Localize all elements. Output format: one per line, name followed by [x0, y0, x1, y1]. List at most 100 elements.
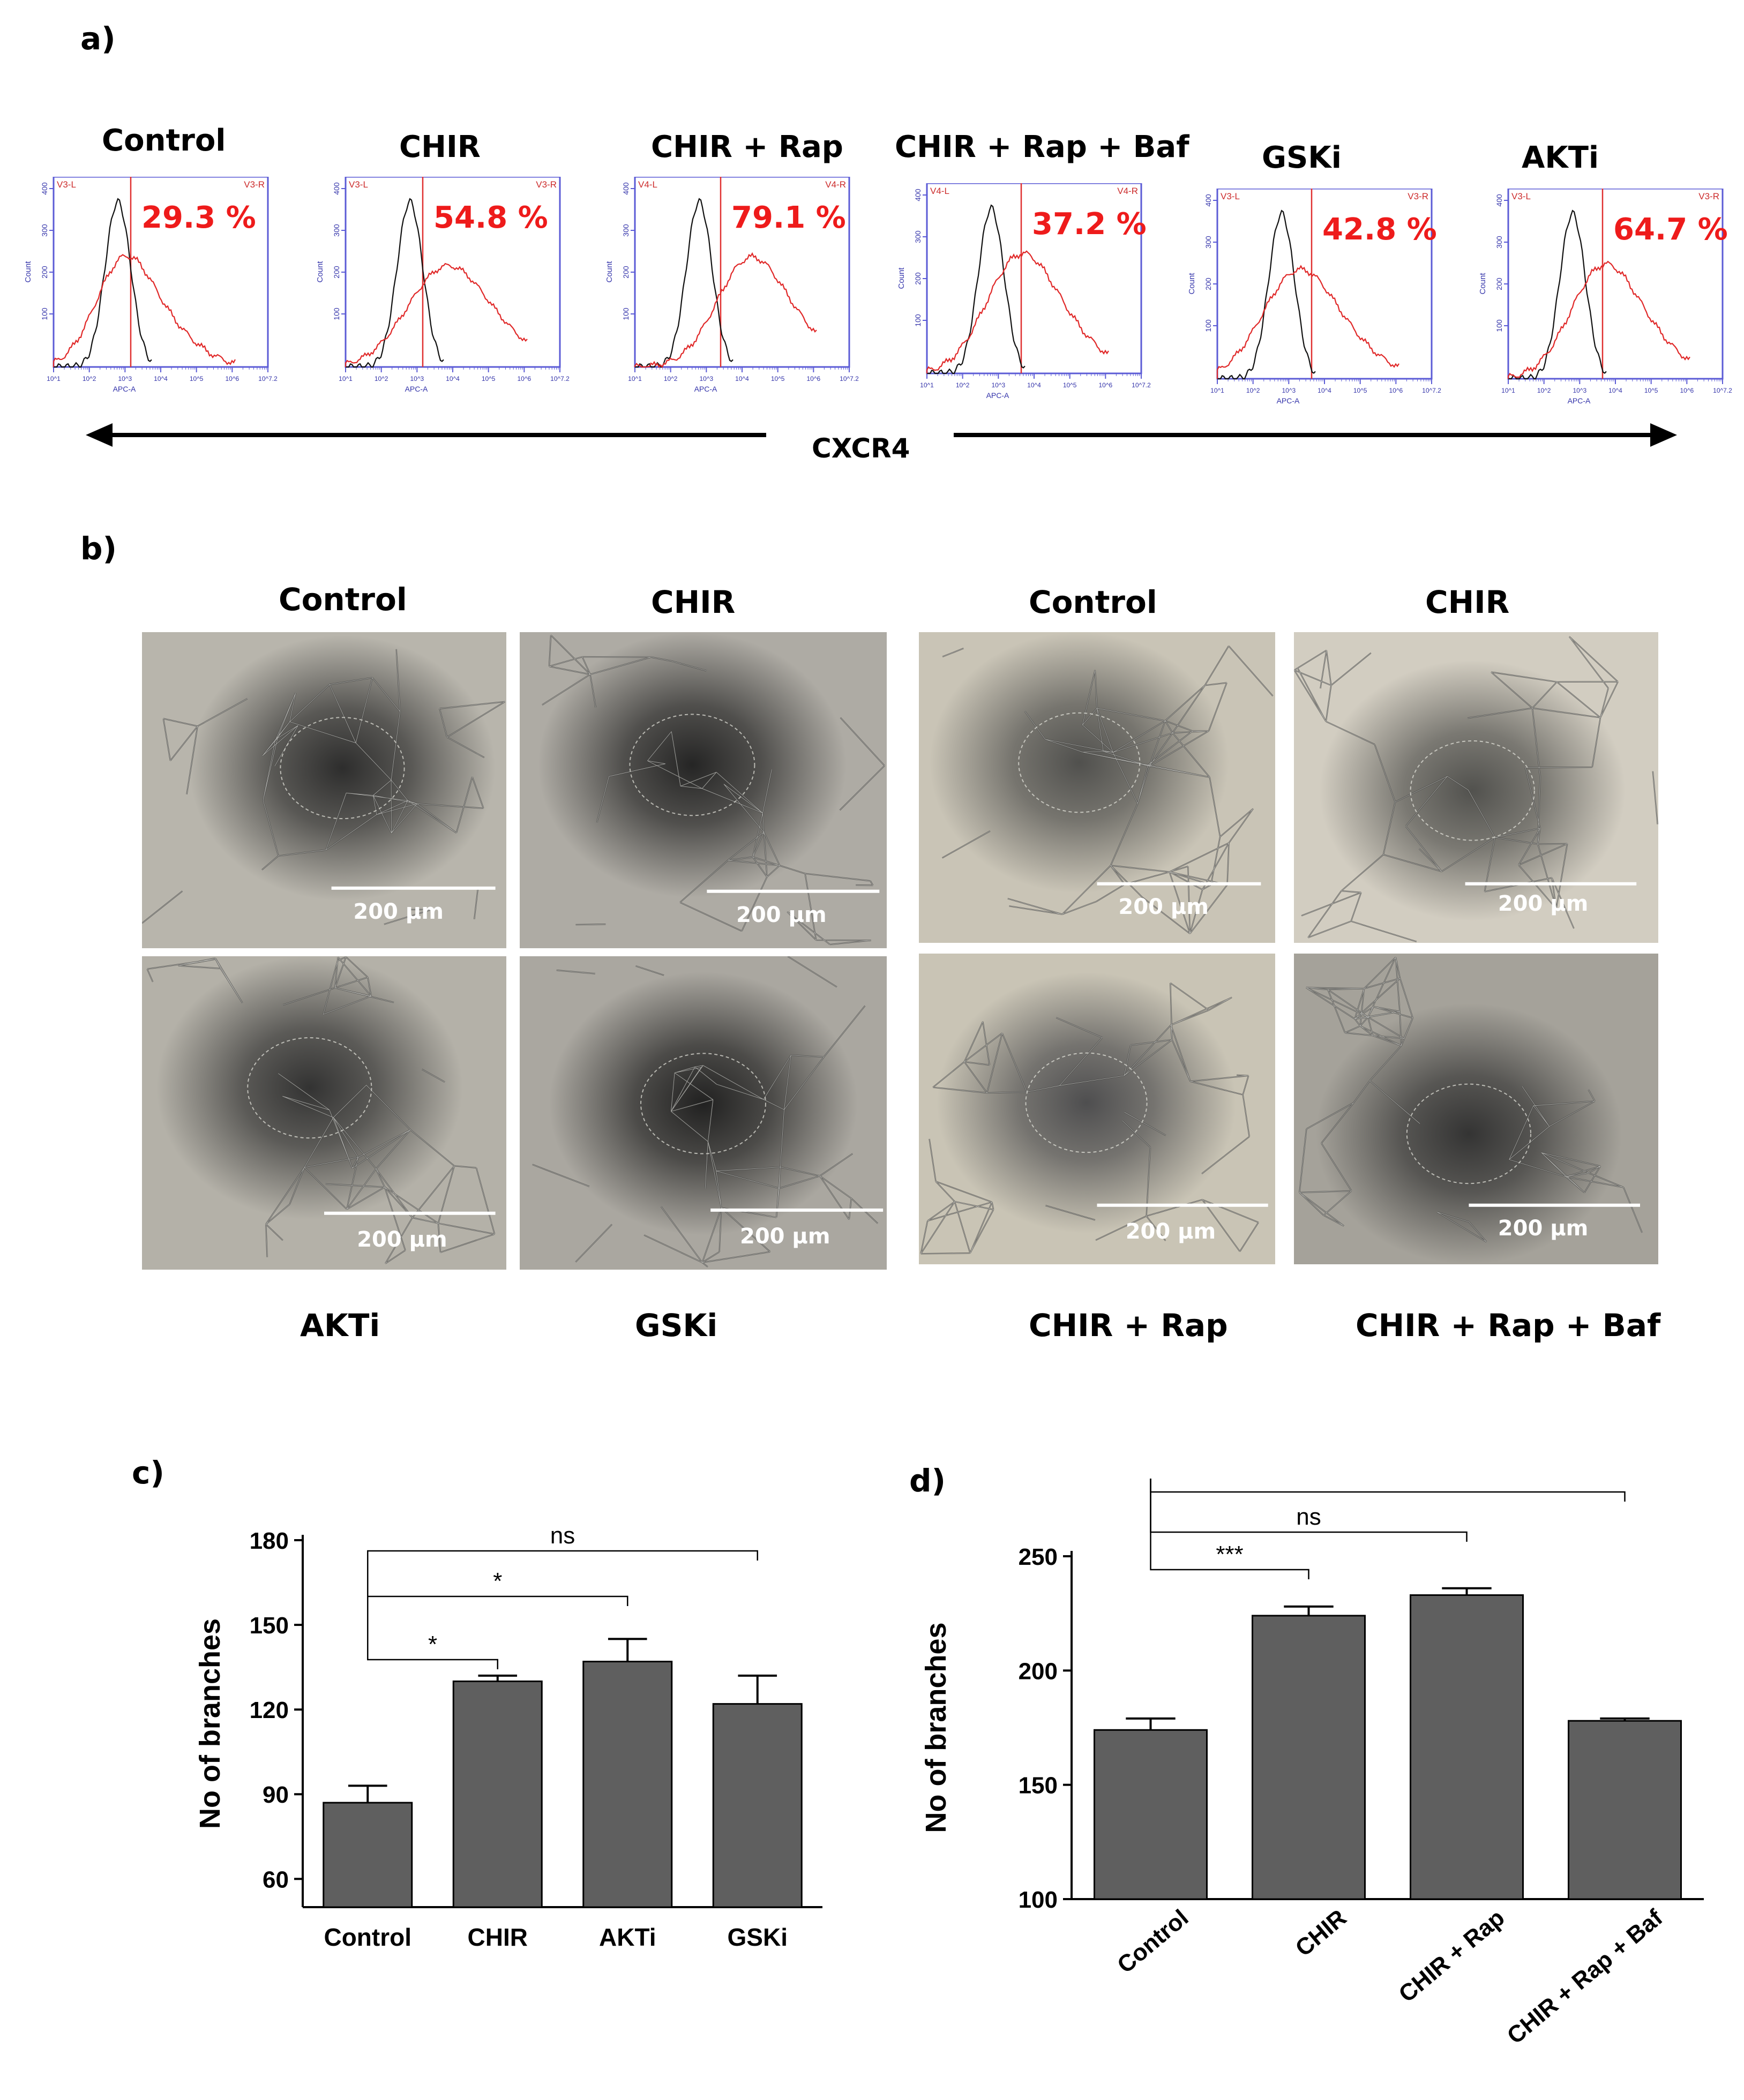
x-tick-label: 10^1 [920, 381, 934, 389]
x-tick-label: 10^6 [1389, 387, 1403, 394]
x-axis-label: APC-A [405, 385, 428, 393]
x-tick-label: 10^2 [83, 375, 96, 382]
micrograph-title: Control [279, 581, 407, 618]
gate-percent: 79.1 % [731, 200, 846, 235]
y-tick-label: 400 [914, 189, 922, 201]
spheroid-ring [629, 714, 755, 816]
histogram-plot: 400 300 200 100 Count 10^1 10^2 10^3 10^4 10^5 10^… [897, 183, 1151, 400]
spheroid-shadow [919, 954, 1275, 1264]
y-tick-label: 200 [1495, 278, 1503, 290]
y-tick-label: 100 [332, 308, 341, 320]
histogram-title: CHIR + Rap + Baf [895, 130, 1189, 164]
y-tick-label: 150 [250, 1612, 289, 1639]
cxcr4-histogram [1216, 265, 1399, 379]
x-tick-label: 10^2 [1537, 387, 1551, 394]
x-tick-label: 10^2 [956, 381, 970, 389]
histogram-plot: 400 300 200 100 Count 10^1 10^2 10^3 10^4 10^5 10^… [605, 177, 859, 393]
gate-right-label: V4-R [825, 179, 846, 190]
spheroid-shadow [1294, 632, 1658, 943]
y-tick-label: 100 [914, 314, 922, 327]
y-axis-label: Count [316, 261, 325, 283]
x-tick-label: 10^1 [1501, 387, 1515, 394]
histogram-title: Control [102, 123, 226, 158]
x-tick-label: 10^5 [1063, 381, 1077, 389]
x-tick-label: 10^4 [735, 375, 749, 382]
gate-left-label: V4-L [638, 179, 657, 190]
scale-bar-label: 200 μm [1498, 1216, 1589, 1241]
spheroid-shadow [520, 632, 887, 948]
y-tick-label: 200 [914, 272, 922, 285]
x-tick-label: 10^5 [771, 375, 785, 382]
spheroid-ring [1410, 740, 1535, 841]
y-axis-label: No of branches [194, 1618, 226, 1829]
y-tick-label: 100 [1495, 319, 1503, 332]
micrograph-image: 200 μm [919, 954, 1275, 1264]
y-tick-label: 180 [250, 1528, 289, 1554]
significance-bracket [1150, 1479, 1468, 1542]
micrograph-title: GSKi [635, 1307, 718, 1344]
cxcr4-axis-label: CXCR4 [812, 433, 910, 464]
x-tick-label: CHIR [1291, 1904, 1352, 1962]
panel-b-label: b) [80, 530, 117, 567]
micrograph-title: CHIR [1425, 584, 1510, 620]
x-axis-label: APC-A [113, 385, 136, 393]
gate-percent: 54.8 % [433, 200, 548, 235]
scale-bar-label: 200 μm [736, 902, 827, 927]
x-tick-label: 10^2 [375, 375, 388, 382]
y-axis-label: Count [605, 261, 614, 283]
micrograph-image: 200 μm [142, 632, 506, 948]
bar [323, 1802, 413, 1908]
x-tick-label: 10^7.2 [258, 375, 278, 382]
significance-label: *** [1216, 1541, 1243, 1568]
x-tick-label: AKTi [599, 1923, 656, 1951]
histogram-title: CHIR + Rap [651, 130, 843, 164]
y-tick-label: 400 [1495, 194, 1503, 207]
bar [1568, 1720, 1682, 1900]
scale-bar-label: 200 μm [1118, 895, 1209, 919]
x-tick-label: 10^1 [1210, 387, 1224, 394]
x-tick-label: 10^3 [1573, 387, 1587, 394]
bar-chart-d: 100 150 200 250 No of branches Control CHIR CHI… [920, 1479, 1704, 2049]
x-tick-label: 10^3 [410, 375, 424, 382]
x-tick-label: 10^4 [1318, 387, 1331, 394]
micrograph-image: 200 μm [520, 956, 887, 1270]
bar [1094, 1729, 1208, 1900]
y-tick-label: 100 [40, 308, 49, 320]
gate-percent: 64.7 % [1613, 212, 1728, 247]
significance-label: *** [1374, 1479, 1401, 1490]
cxcr4-histogram [926, 250, 1109, 373]
isotype-histogram [1508, 209, 1607, 380]
x-tick-label: 10^3 [1282, 387, 1296, 394]
tube-highlight [532, 956, 878, 1268]
y-tick-label: 300 [1495, 236, 1503, 249]
histogram-plot: 400 300 200 100 Count 10^1 10^2 10^3 10^4 10^5 10^… [1188, 189, 1441, 405]
x-tick-label: 10^4 [1608, 387, 1622, 394]
y-tick-label: 400 [40, 182, 49, 195]
gate-left-label: V4-L [930, 186, 949, 196]
y-tick-label: 300 [914, 230, 922, 243]
y-tick-label: 400 [1204, 194, 1212, 207]
micrograph-title: CHIR + Rap + Baf [1356, 1307, 1661, 1344]
significance-label: ns [550, 1522, 575, 1549]
isotype-histogram [1217, 209, 1316, 380]
y-axis-label: Count [24, 261, 33, 283]
bar [1410, 1594, 1524, 1900]
gate-right-label: V3-R [244, 179, 265, 190]
y-tick-label: 120 [250, 1697, 289, 1723]
significance-label: * [493, 1568, 502, 1594]
y-axis-label: Count [897, 267, 906, 289]
tube-highlight [1294, 636, 1658, 942]
y-tick-label: 300 [332, 224, 341, 237]
gate-right-label: V3-R [1408, 191, 1428, 201]
y-tick-label: 150 [1019, 1773, 1058, 1799]
gate-left-label: V3-L [1511, 191, 1531, 201]
x-tick-label: CHIR + Rap [1394, 1904, 1509, 2007]
y-axis-label: No of branches [920, 1622, 952, 1833]
x-tick-label: 10^7.2 [550, 375, 570, 382]
isotype-histogram [635, 198, 733, 368]
x-tick-label: 10^5 [1353, 387, 1367, 394]
y-tick-label: 300 [1204, 236, 1212, 249]
tube-highlight [542, 635, 885, 945]
spheroid-shadow [142, 632, 506, 948]
bar-chart-c: 60 90 120 150 180 No of branches Control CHIR AK… [194, 1522, 822, 1951]
